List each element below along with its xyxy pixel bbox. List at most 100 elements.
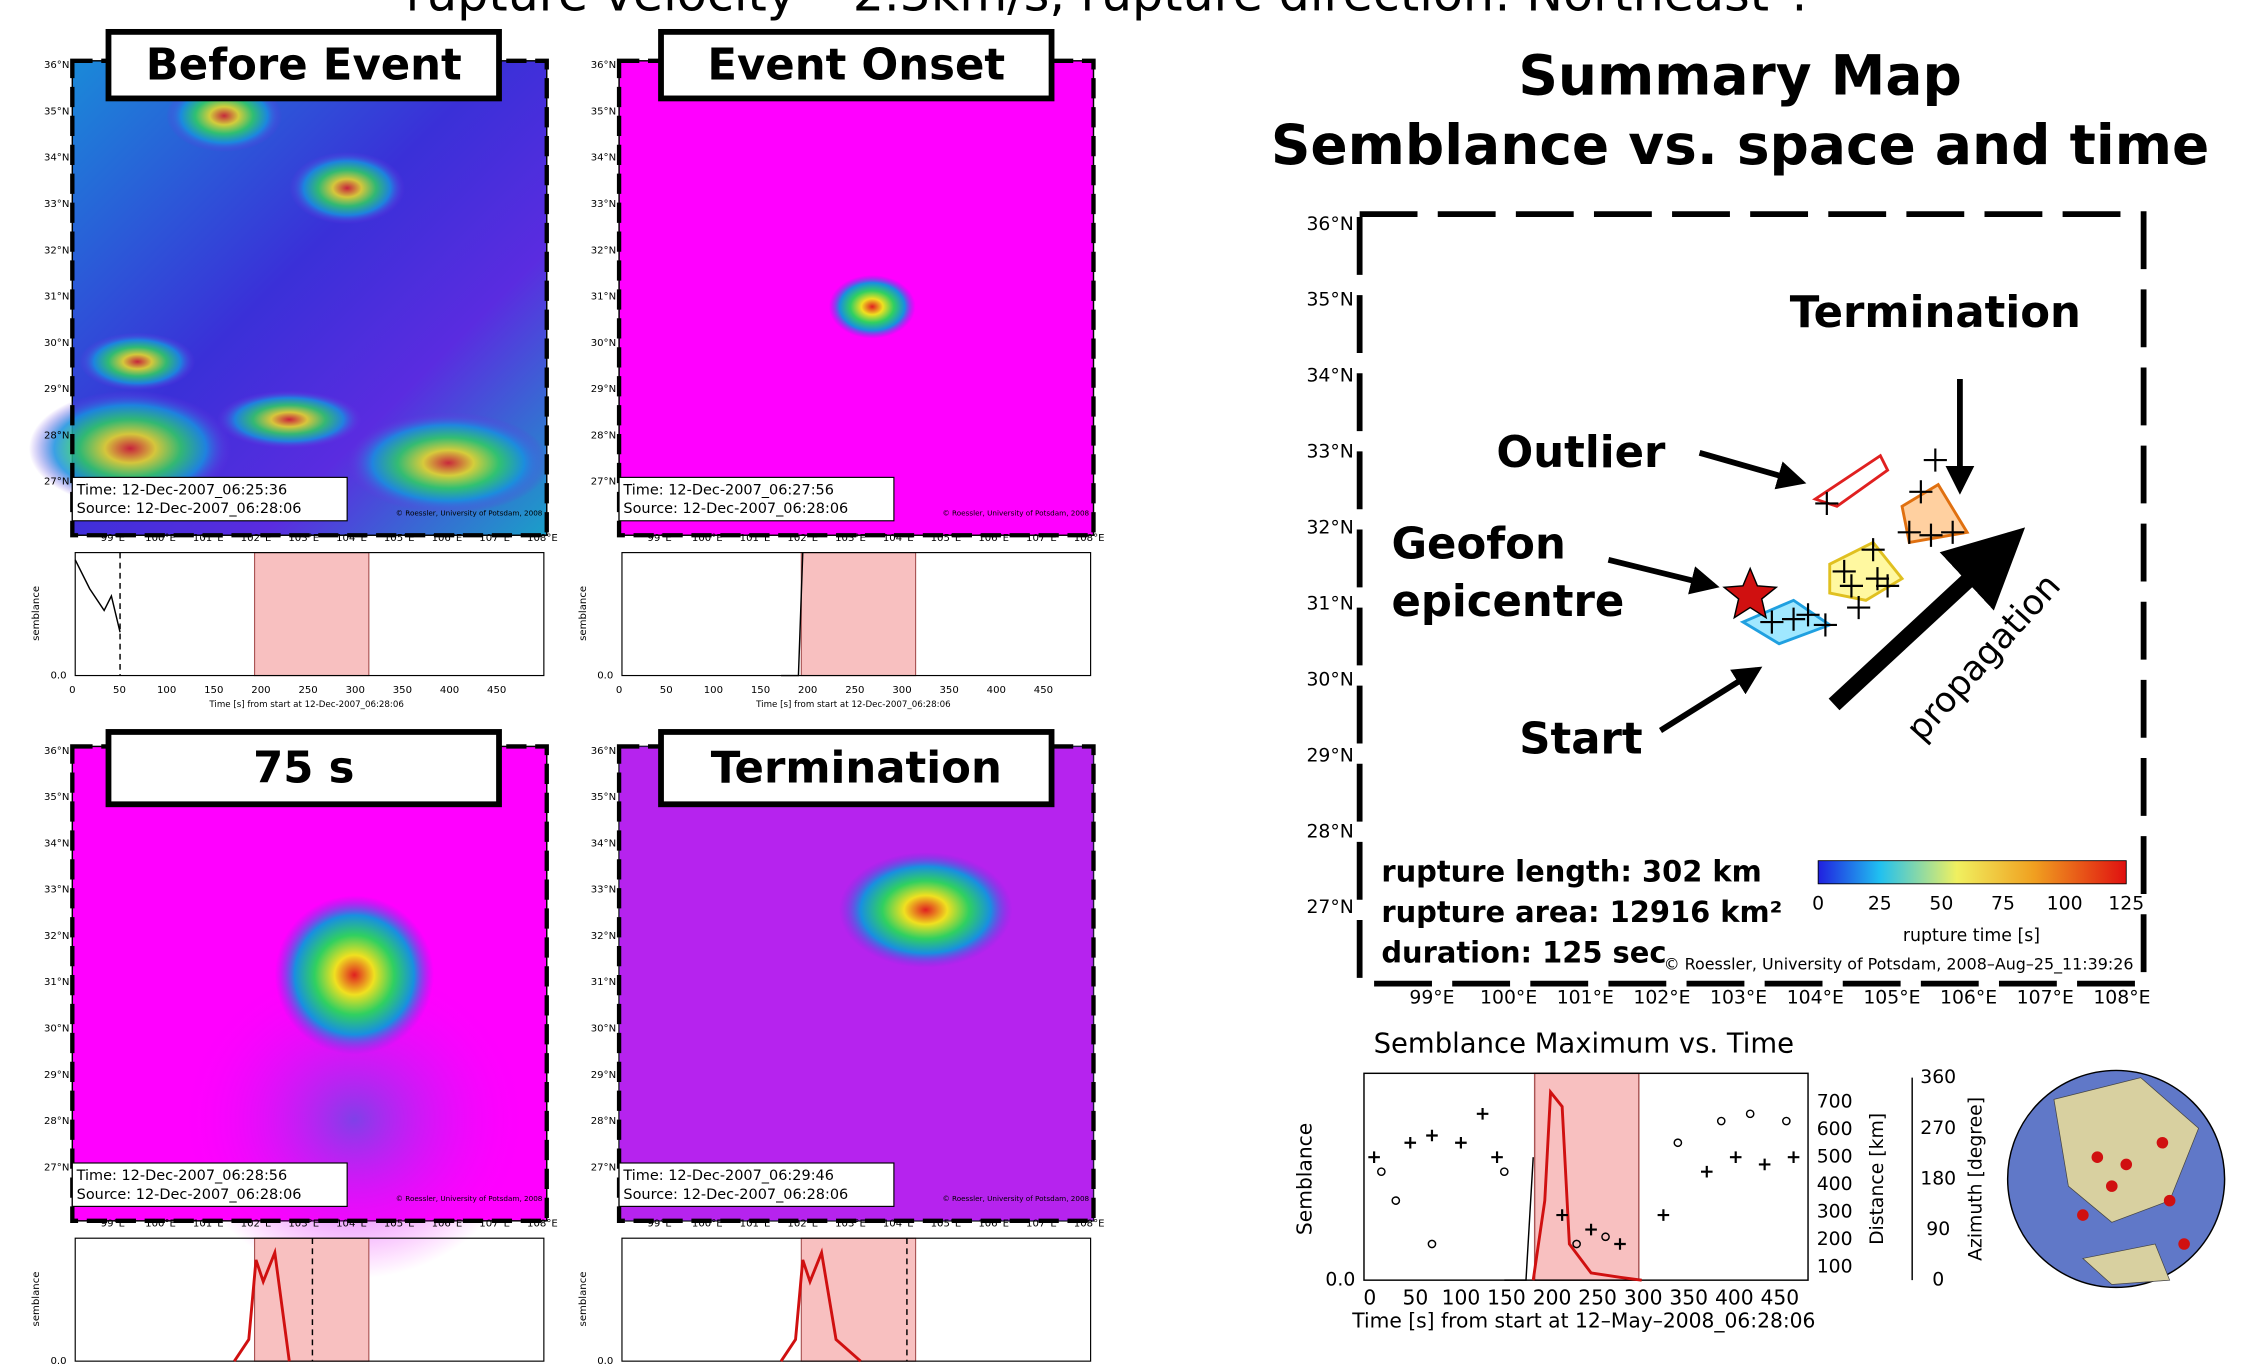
- station-marker: [2092, 1151, 2104, 1163]
- panel-title: Event Onset: [707, 41, 1005, 91]
- azimuth-tick: 180: [1920, 1168, 1956, 1189]
- semblance-zero: 0.0: [597, 1356, 613, 1367]
- lat-label: 29°N: [44, 1070, 69, 1081]
- rupture-stat: rupture area: 12916 km²: [1381, 895, 1782, 929]
- panel-credit: © Roessler, University of Potsdam, 2008: [396, 1194, 543, 1203]
- lat-label: 31°N: [44, 292, 69, 303]
- x-tick-label: 150: [1487, 1285, 1526, 1309]
- colorbar-label: rupture time [s]: [1903, 926, 2040, 946]
- lon-label: 106°E: [978, 533, 1009, 544]
- semblance-blob: [347, 412, 550, 513]
- lon-label: 103°E: [835, 1219, 866, 1230]
- lat-label: 33°N: [1306, 442, 1353, 463]
- lon-label: 107°E: [2017, 988, 2074, 1009]
- lon-label: 104°E: [1787, 988, 1844, 1009]
- lon-label: 99°E: [1409, 988, 1454, 1009]
- lat-label: 30°N: [591, 1023, 616, 1034]
- lon-label: 103°E: [288, 533, 319, 544]
- cross-marker: [1404, 1137, 1416, 1149]
- semblance-zero: 0.0: [50, 1356, 66, 1367]
- source-text: Source: 12-Dec-2007_06:28:06: [623, 501, 848, 517]
- lat-label: 34°N: [591, 838, 616, 849]
- semblance-xtick: 100: [157, 685, 176, 696]
- lon-label: 101°E: [1557, 988, 1614, 1009]
- panel-credit: © Roessler, University of Potsdam, 2008: [943, 509, 1090, 518]
- lat-label: 32°N: [591, 931, 616, 942]
- time-text: Time: 12-Dec-2007_06:28:56: [76, 1168, 288, 1184]
- lat-label: 36°N: [591, 746, 616, 757]
- panel-title: Termination: [711, 744, 1002, 794]
- annotation: Termination: [1790, 288, 2081, 338]
- x-tick-label: 100: [1442, 1285, 1481, 1309]
- lon-label: 102°E: [1633, 988, 1690, 1009]
- panel-credit: © Roessler, University of Potsdam, 2008: [943, 1194, 1090, 1203]
- source-text: Source: 12-Dec-2007_06:28:06: [77, 501, 302, 517]
- semblance-xtick: 250: [298, 685, 317, 696]
- time-text: Time: 12-Dec-2007_06:27:56: [622, 482, 834, 498]
- lon-label: 108°E: [1074, 533, 1105, 544]
- station-marker: [2106, 1180, 2118, 1192]
- rupture-stat: duration: 125 sec: [1381, 936, 1666, 970]
- x-tick-label: 200: [1533, 1285, 1572, 1309]
- lon-label: 102°E: [241, 1219, 272, 1230]
- cross-marker: [1759, 1159, 1771, 1171]
- rupture-stat: rupture length: 302 km: [1381, 855, 1761, 889]
- cross-marker: [1455, 1137, 1467, 1149]
- point-marker: [1718, 1117, 1725, 1124]
- semblance-curve: [1504, 1157, 1533, 1280]
- semblance-xtick: 300: [346, 685, 365, 696]
- point-marker: [1501, 1168, 1508, 1175]
- semblance-xtick: 200: [251, 685, 270, 696]
- time-window: [255, 553, 369, 676]
- time-window: [801, 553, 915, 676]
- lon-label: 105°E: [384, 533, 415, 544]
- semblance-xtick: 150: [751, 685, 770, 696]
- ylabel: Semblance: [1293, 1123, 1317, 1235]
- lat-label: 32°N: [591, 245, 616, 256]
- map-credit: © Roessler, University of Potsdam, 2008–…: [1664, 954, 2134, 974]
- lat-label: 35°N: [44, 792, 69, 803]
- semblance-ylabel: semblance: [578, 1271, 589, 1326]
- semblance-xtick: 50: [113, 685, 126, 696]
- source-text: Source: 12-Dec-2007_06:28:06: [77, 1187, 302, 1203]
- lat-label: 36°N: [591, 60, 616, 71]
- azimuth-tick: 90: [1926, 1219, 1950, 1240]
- lon-label: 108°E: [2093, 988, 2150, 1009]
- lat-label: 30°N: [1306, 669, 1353, 690]
- lon-label: 106°E: [432, 1219, 463, 1230]
- lat-label: 36°N: [44, 746, 69, 757]
- lat-label: 33°N: [591, 885, 616, 896]
- lat-label: 28°N: [591, 1116, 616, 1127]
- x-tick-label: 350: [1669, 1285, 1708, 1309]
- cross-marker: [1730, 1151, 1742, 1163]
- lat-label: 34°N: [591, 153, 616, 164]
- panel-credit: © Roessler, University of Potsdam, 2008: [396, 509, 543, 518]
- distance-tick: 500: [1817, 1147, 1853, 1168]
- station-marker: [2178, 1238, 2190, 1250]
- cross-marker: [1491, 1151, 1503, 1163]
- cross-marker: [1701, 1166, 1713, 1178]
- caption: rupture velocity ~2.3km/s, rupture direc…: [406, 0, 1807, 23]
- lat-label: 29°N: [1306, 745, 1353, 766]
- semblance-xlabel: Time [s] from start at 12-Dec-2007_06:28…: [755, 700, 950, 710]
- cross-marker: [1426, 1130, 1438, 1142]
- lon-label: 104°E: [336, 1219, 367, 1230]
- semblance-xtick: 150: [204, 685, 223, 696]
- point-marker: [1428, 1240, 1435, 1247]
- semblance-blob: [839, 852, 1013, 968]
- x-tick-label: 450: [1761, 1285, 1800, 1309]
- lon-label: 100°E: [692, 1219, 723, 1230]
- cross-marker: [1658, 1209, 1670, 1221]
- zero-label: 0.0: [1325, 1270, 1355, 1291]
- lat-label: 27°N: [44, 1162, 69, 1173]
- point-marker: [1747, 1110, 1754, 1117]
- semblance-xtick: 400: [440, 685, 459, 696]
- lon-label: 101°E: [193, 533, 224, 544]
- lat-label: 29°N: [591, 384, 616, 395]
- lon-label: 105°E: [384, 1219, 415, 1230]
- lon-label: 104°E: [883, 533, 914, 544]
- summary-title: Semblance vs. space and time: [1271, 113, 2209, 177]
- panel-title: 75 s: [253, 744, 354, 794]
- semblance-xtick: 250: [845, 685, 864, 696]
- summary-title: Summary Map: [1518, 44, 1961, 108]
